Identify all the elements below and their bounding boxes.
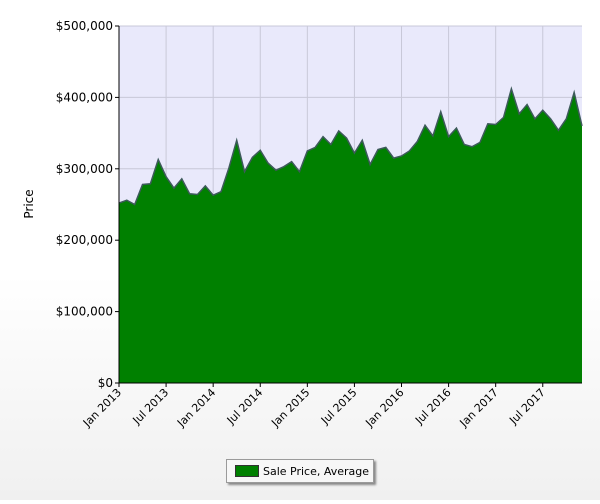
x-tick-label: Jan 2014 xyxy=(174,386,218,430)
y-tick-label: $100,000 xyxy=(56,305,113,319)
y-tick-label: $300,000 xyxy=(56,162,113,176)
x-tick-label: Jan 2013 xyxy=(80,386,124,430)
series-line xyxy=(118,86,583,206)
x-tick-labels: Jan 2013 Jul 2013 Jan 2014 Jul 2014 Jan 2015… xyxy=(80,386,548,430)
x-tick-label: Jan 2015 xyxy=(268,386,312,430)
legend[interactable]: Sale Price, Average xyxy=(226,459,374,483)
y-tick-label: $0 xyxy=(98,376,113,390)
x-tick-label: Jul 2015 xyxy=(318,386,360,428)
y-tick-label: $500,000 xyxy=(56,19,113,33)
legend-label: Sale Price, Average xyxy=(263,464,370,478)
x-tick-label: Jul 2016 xyxy=(412,386,454,428)
x-tick-label: Jul 2017 xyxy=(506,386,548,428)
x-tick-label: Jul 2013 xyxy=(130,386,172,428)
y-tick-labels: $0 $100,000 $200,000 $300,000 $400,000 $500,0… xyxy=(56,19,113,390)
series-area-fill xyxy=(119,88,582,383)
y-tick-label: $200,000 xyxy=(56,233,113,247)
x-tick-label: Jan 2016 xyxy=(362,386,406,430)
legend-swatch xyxy=(235,465,259,477)
x-tick-label: Jan 2017 xyxy=(457,386,501,430)
y-tick-label: $400,000 xyxy=(56,90,113,104)
x-tick-label: Jul 2014 xyxy=(224,386,266,428)
y-axis-label: Price xyxy=(22,189,36,218)
axes xyxy=(115,25,582,387)
